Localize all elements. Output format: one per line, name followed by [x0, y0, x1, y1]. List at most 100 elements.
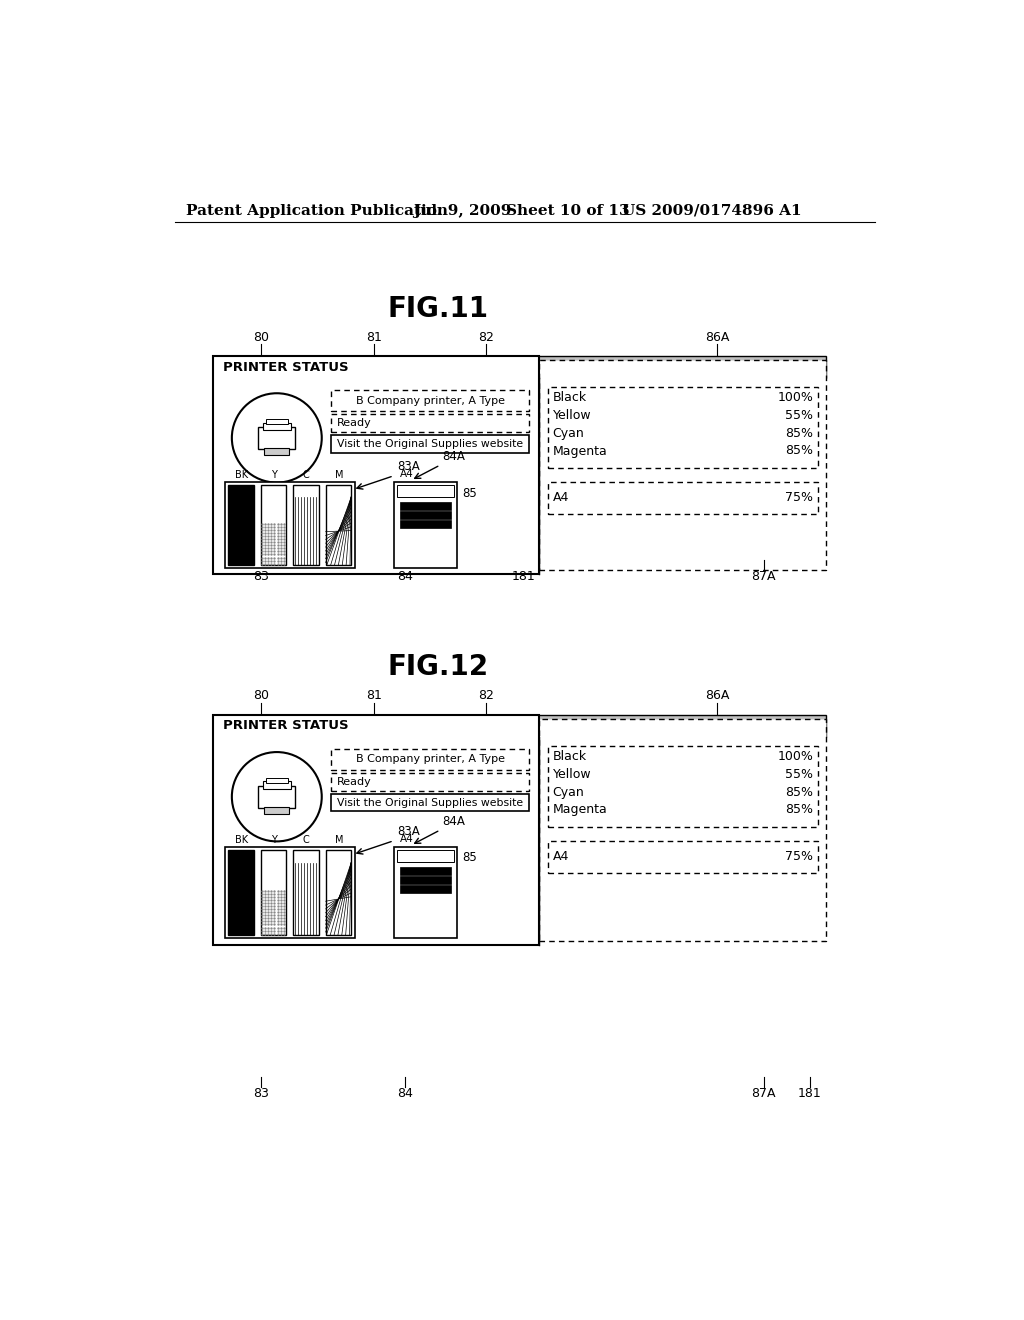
Text: Sheet 10 of 13: Sheet 10 of 13 [506, 203, 630, 218]
Text: PRINTER STATUS: PRINTER STATUS [222, 719, 348, 733]
Point [257, 892, 273, 913]
Point [254, 546, 270, 568]
Point [263, 908, 280, 929]
Point [260, 537, 276, 558]
Point [266, 532, 283, 553]
Point [269, 904, 286, 925]
Point [275, 532, 292, 553]
Point [254, 532, 270, 553]
Point [275, 546, 292, 568]
Point [272, 886, 289, 907]
Point [275, 886, 292, 907]
Bar [225, 482, 355, 569]
Text: 85: 85 [462, 487, 477, 499]
Point [263, 519, 280, 540]
Point [272, 883, 289, 904]
Text: 85%: 85% [785, 804, 813, 816]
Point [272, 911, 289, 932]
Text: A4: A4 [553, 850, 569, 863]
Text: 100%: 100% [777, 391, 813, 404]
Point [260, 920, 276, 941]
Point [266, 541, 283, 562]
Point [275, 920, 292, 941]
Point [272, 544, 289, 565]
Text: 87A: 87A [752, 1088, 776, 1101]
Point [263, 535, 280, 556]
Point [275, 535, 292, 556]
Text: 80: 80 [253, 330, 269, 343]
Point [263, 546, 280, 568]
Text: 86A: 86A [705, 330, 729, 343]
Point [272, 541, 289, 562]
Bar [260, 484, 286, 565]
Point [272, 546, 289, 568]
Point [260, 908, 276, 929]
Point [254, 911, 270, 932]
Bar [548, 482, 818, 515]
Point [275, 544, 292, 565]
Point [275, 523, 292, 544]
Bar [400, 867, 452, 875]
Point [263, 516, 280, 537]
Point [260, 895, 276, 916]
Point [272, 528, 289, 549]
Point [260, 883, 276, 904]
Point [254, 917, 270, 939]
Point [263, 544, 280, 565]
Point [272, 519, 289, 540]
Point [272, 895, 289, 916]
Point [263, 883, 280, 904]
Point [254, 525, 270, 546]
Text: Black: Black [553, 391, 587, 404]
Point [260, 917, 276, 939]
Point [266, 519, 283, 540]
Point [275, 917, 292, 939]
Point [257, 535, 273, 556]
Text: C: C [303, 834, 309, 845]
Bar [258, 785, 295, 808]
Bar [263, 422, 291, 430]
Point [269, 923, 286, 944]
Bar [266, 779, 288, 783]
Point [263, 923, 280, 944]
Point [272, 892, 289, 913]
Text: 181: 181 [511, 570, 536, 583]
Point [257, 904, 273, 925]
Text: 55%: 55% [785, 768, 813, 781]
Text: A4: A4 [400, 834, 414, 843]
Text: Ready: Ready [337, 418, 372, 428]
Text: 84: 84 [397, 570, 414, 583]
Point [272, 904, 289, 925]
Point [260, 904, 276, 925]
Text: FIG.11: FIG.11 [387, 294, 488, 322]
Point [257, 537, 273, 558]
Point [275, 908, 292, 929]
Point [272, 913, 289, 935]
Point [254, 886, 270, 907]
Point [266, 886, 283, 907]
Point [266, 525, 283, 546]
Point [266, 920, 283, 941]
Point [263, 532, 280, 553]
Point [260, 553, 276, 574]
Point [254, 528, 270, 549]
Point [254, 899, 270, 920]
Text: Y: Y [270, 470, 276, 479]
Point [257, 553, 273, 574]
Point [269, 880, 286, 902]
Text: Visit the Original Supplies website: Visit the Original Supplies website [337, 438, 523, 449]
Point [257, 525, 273, 546]
Text: 82: 82 [478, 330, 494, 343]
Bar [326, 484, 351, 565]
Point [269, 886, 286, 907]
Point [275, 550, 292, 572]
Text: 83: 83 [253, 570, 269, 583]
Text: 84: 84 [397, 1088, 414, 1101]
Point [260, 535, 276, 556]
Point [266, 544, 283, 565]
Text: 82: 82 [478, 689, 494, 702]
Point [263, 913, 280, 935]
Point [260, 519, 276, 540]
Text: US 2009/0174896 A1: US 2009/0174896 A1 [623, 203, 802, 218]
Point [266, 895, 283, 916]
